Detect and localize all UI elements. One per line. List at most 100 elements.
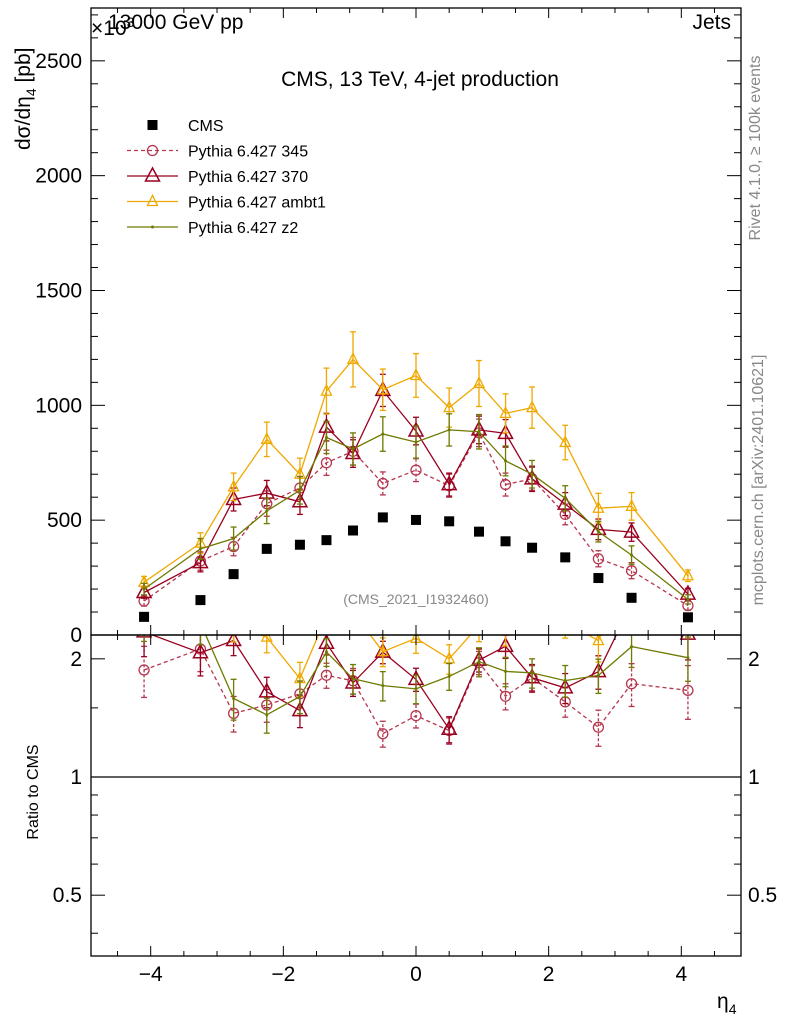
- legend-marker: [146, 194, 159, 207]
- x-tick-label: −2: [271, 963, 295, 986]
- data-point: [440, 474, 458, 491]
- data-point: [261, 543, 272, 554]
- data-point: [625, 565, 638, 577]
- data-point: [228, 569, 239, 580]
- ratio-point: [625, 678, 638, 690]
- x-tick-label: 2: [543, 963, 555, 986]
- header-right: Jets: [692, 11, 731, 34]
- header-left: 13000 GeV pp: [108, 11, 243, 34]
- ratio-point: [260, 635, 273, 642]
- ratio-point: [320, 669, 333, 681]
- ratio-tick-label-left: 0.5: [53, 884, 82, 907]
- data-point: [625, 498, 638, 512]
- y-tick-label: 2500: [35, 50, 82, 73]
- data-point: [477, 430, 481, 434]
- data-point: [447, 428, 451, 432]
- data-point: [527, 542, 538, 553]
- ratio-tick-label-left: 1: [70, 766, 82, 789]
- data-point: [444, 516, 455, 527]
- ratio-series-2: [135, 635, 697, 744]
- data-point: [593, 573, 604, 584]
- legend-marker: [151, 225, 154, 229]
- data-point: [232, 537, 236, 541]
- data-point: [227, 479, 240, 492]
- ratio-point: [474, 619, 484, 629]
- data-point: [499, 478, 512, 491]
- data-point: [563, 496, 567, 500]
- data-point: [626, 592, 637, 603]
- data-point: [497, 423, 514, 440]
- data-point: [298, 488, 302, 492]
- ratio-point: [527, 608, 537, 618]
- ratio-point: [258, 682, 276, 698]
- data-point: [381, 432, 385, 436]
- ratio-point: [592, 721, 605, 733]
- ratio-point: [377, 728, 389, 740]
- legend-label: Pythia 6.427 345: [188, 144, 308, 161]
- ratio-y-axis-label: Ratio to CMS: [25, 744, 42, 839]
- data-point: [376, 382, 389, 395]
- legend-entry-0: CMS: [147, 118, 224, 135]
- ratio-point: [504, 669, 508, 673]
- y-axis-label: dσ/dη4 [pb]: [12, 47, 39, 150]
- data-point: [681, 568, 694, 581]
- x-tick-label: −4: [139, 963, 163, 986]
- ratio-point: [138, 664, 150, 676]
- data-point: [225, 489, 242, 506]
- legend: CMS Pythia 6.427 345 Pythia 6.427 370 Pythi…: [127, 118, 326, 237]
- data-point: [592, 500, 605, 513]
- ratio-point: [265, 713, 269, 717]
- ratio-point: [560, 616, 570, 626]
- data-point: [596, 530, 600, 534]
- ratio-point: [351, 677, 355, 681]
- data-point: [347, 525, 358, 536]
- data-point: [291, 492, 309, 508]
- ratio-point: [477, 660, 481, 664]
- legend-entry-1: Pythia 6.427 345: [127, 144, 308, 161]
- data-point: [192, 553, 209, 569]
- data-point: [559, 435, 572, 448]
- data-point: [351, 447, 355, 451]
- legend-entry-4: Pythia 6.427 z2: [127, 220, 298, 237]
- mcplots-label: mcplots.cern.ch [arXiv:2401.10621]: [750, 355, 767, 606]
- main-panel: [135, 331, 697, 623]
- data-point: [324, 435, 328, 439]
- main-frame: [90, 7, 742, 636]
- legend-marker: [146, 144, 159, 157]
- ratio-point: [499, 690, 512, 702]
- legend-entry-2: Pythia 6.427 370: [127, 166, 308, 186]
- ratio-point: [630, 645, 634, 649]
- data-point: [474, 526, 485, 537]
- data-point: [472, 376, 486, 389]
- data-point: [346, 351, 360, 365]
- ratio-point: [410, 710, 422, 722]
- ratio-point: [376, 644, 389, 657]
- ratio-point: [414, 687, 418, 691]
- data-point: [530, 472, 534, 476]
- rivet-label: Rivet 4.1.0, ≥ 100k events: [747, 56, 764, 241]
- y-tick-label: 2000: [35, 165, 82, 188]
- ratio-point: [195, 606, 205, 616]
- data-point: [499, 405, 512, 419]
- data-point: [265, 509, 269, 513]
- data-point: [630, 553, 634, 557]
- ratio-point: [592, 635, 605, 646]
- ratio-series-4: [141, 635, 691, 734]
- data-point: [377, 512, 388, 523]
- ratio-point: [443, 651, 456, 664]
- ratio-point: [192, 643, 209, 659]
- ratio-point: [530, 671, 534, 675]
- data-point: [195, 595, 206, 606]
- data-point: [139, 611, 150, 622]
- y-exponent: ×103: [91, 14, 135, 40]
- ratio-point: [229, 619, 239, 629]
- ratio-tick-label-left: 2: [70, 648, 82, 671]
- ratio-point: [682, 684, 694, 697]
- y-tick-label: 500: [47, 509, 82, 532]
- series-0: [139, 512, 693, 623]
- ratio-point: [686, 656, 690, 660]
- ratio-panel: [91, 606, 741, 778]
- y-tick-label: 1000: [35, 394, 82, 417]
- legend-label: Pythia 6.427 ambt1: [188, 195, 326, 212]
- ratio-point: [225, 635, 242, 647]
